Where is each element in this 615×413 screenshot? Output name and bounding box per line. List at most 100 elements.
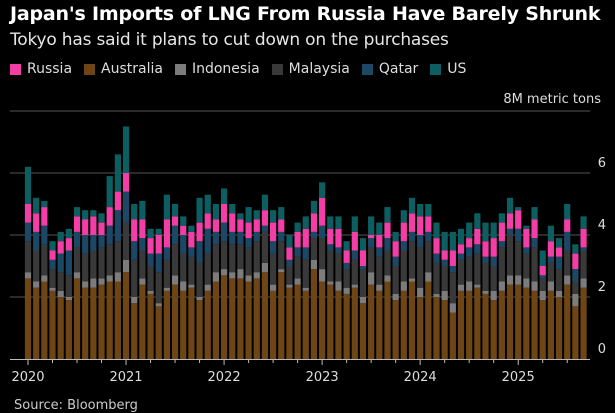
bar-segment-malaysia <box>351 259 358 285</box>
bar-segment-russia <box>515 210 522 229</box>
bar-segment-russia <box>171 216 179 226</box>
bar-segment-us <box>171 204 179 217</box>
bar-segment-russia <box>466 238 473 248</box>
bar-segment-australia <box>82 287 89 359</box>
bar-segment-qatar <box>376 247 383 257</box>
legend-item-russia: Russia <box>10 61 72 77</box>
bar-segment-us <box>531 207 538 220</box>
bar-segment-qatar <box>139 238 146 251</box>
bar-segment-us <box>392 231 399 242</box>
bar-segment-australia <box>253 278 260 359</box>
bar-segment-qatar <box>261 225 269 232</box>
bar-segment-indonesia <box>425 272 432 282</box>
bar-segment-us <box>98 213 105 223</box>
bar-segment-malaysia <box>547 262 554 282</box>
legend-swatch <box>84 63 96 75</box>
bar-segment-indonesia <box>531 281 538 291</box>
bar-segment-malaysia <box>24 241 32 273</box>
bar-segment-us <box>131 204 138 220</box>
bar-segment-malaysia <box>359 269 367 297</box>
bar-segment-us <box>212 204 220 220</box>
bar-segment-qatar <box>131 241 138 260</box>
bar-segment-indonesia <box>547 281 554 291</box>
bar-segment-malaysia <box>482 262 489 291</box>
bar-segment-australia <box>204 290 211 359</box>
bar-segment-russia <box>245 222 252 239</box>
bar-segment-us <box>180 216 187 226</box>
bar-segment-australia <box>131 303 138 359</box>
bar-segment-qatar <box>433 253 440 263</box>
legend-label: Malaysia <box>288 61 350 77</box>
bar-segment-us <box>433 222 440 239</box>
bar-segment-russia <box>278 219 285 232</box>
bar-segment-australia <box>457 290 465 359</box>
bar-segment-indonesia <box>57 290 64 297</box>
bar-segment-australia <box>98 284 105 359</box>
bar-segment-us <box>270 210 277 223</box>
bar-segment-russia <box>253 219 260 232</box>
bar-segment-russia <box>33 213 40 232</box>
bar-segment-us <box>425 204 432 217</box>
bar-segment-russia <box>539 266 546 276</box>
bar-segment-russia <box>368 235 375 239</box>
bar-segment-russia <box>196 222 203 242</box>
bar-segment-russia <box>24 204 32 223</box>
bar-segment-indonesia <box>482 290 489 294</box>
bar-segment-qatar <box>449 266 456 273</box>
bar-segment-australia <box>359 303 367 359</box>
bar-segment-russia <box>261 210 269 226</box>
bar-segment-us <box>106 176 113 208</box>
chart-title: Japan's Imports of LNG From Russia Have … <box>10 3 601 25</box>
bar-segment-indonesia <box>441 290 448 301</box>
bar-segment-malaysia <box>261 231 269 263</box>
bar-segment-russia <box>302 228 309 248</box>
bar-segment-indonesia <box>155 303 162 307</box>
bar-segment-us <box>163 194 170 220</box>
y-tick-label: 6 <box>598 156 606 171</box>
bar-segment-indonesia <box>114 272 121 282</box>
bar-segment-us <box>564 204 571 220</box>
source-note: Source: Bloomberg <box>14 398 138 413</box>
bar-segment-qatar <box>531 238 538 248</box>
bar-segment-us <box>335 216 342 229</box>
bar-segment-australia <box>171 284 179 359</box>
bar-segment-australia <box>351 287 358 359</box>
bar-segment-qatar <box>310 231 318 239</box>
bar-segment-qatar <box>555 256 563 270</box>
bar-segment-russia <box>237 219 244 232</box>
bar-segment-indonesia <box>466 281 473 291</box>
bar-segment-malaysia <box>212 244 220 273</box>
legend-label: Indonesia <box>191 61 260 77</box>
bar-segment-us <box>310 200 318 214</box>
legend-label: Australia <box>101 61 163 77</box>
bar-segment-us <box>204 194 211 214</box>
bar-segment-us <box>384 207 391 223</box>
bar-segment-malaysia <box>417 247 424 288</box>
bar-segment-malaysia <box>441 266 448 291</box>
bar-segment-russia <box>425 216 432 232</box>
bar-segment-australia <box>41 281 48 359</box>
bar-segment-malaysia <box>555 269 563 291</box>
bar-segment-australia <box>90 287 97 359</box>
bar-segment-malaysia <box>41 244 48 276</box>
bar-segment-malaysia <box>539 278 546 291</box>
bar-segment-indonesia <box>515 275 522 285</box>
bar-segment-indonesia <box>351 284 358 288</box>
bar-segment-indonesia <box>212 272 220 282</box>
bar-segment-australia <box>580 287 587 359</box>
bar-segment-us <box>474 213 481 229</box>
bar-segment-australia <box>539 300 546 359</box>
bar-segment-qatar <box>482 256 489 263</box>
bar-segment-us <box>376 222 383 235</box>
bar-segment-us <box>555 238 563 248</box>
bar-segment-russia <box>555 247 563 257</box>
bar-segment-qatar <box>400 241 407 251</box>
bar-segment-indonesia <box>335 281 342 291</box>
bar-segment-us <box>245 207 252 223</box>
bar-segment-russia <box>212 219 220 232</box>
bar-segment-australia <box>261 272 269 359</box>
legend-swatch <box>10 63 21 75</box>
bar-segment-australia <box>319 281 326 359</box>
legend: Russia Australia Indonesia Malaysia Qata… <box>10 61 466 77</box>
bar-segment-us <box>572 244 579 254</box>
